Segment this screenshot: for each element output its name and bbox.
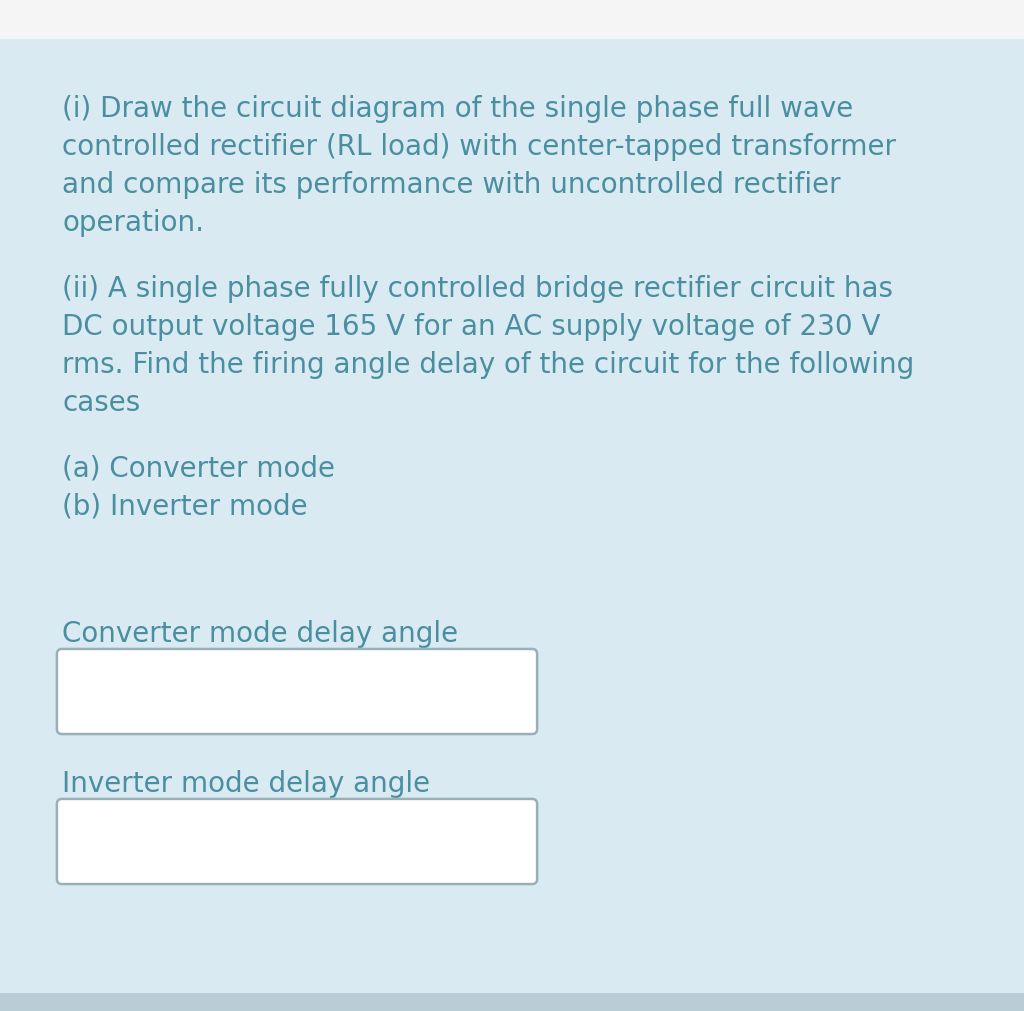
Text: (b) Inverter mode: (b) Inverter mode — [62, 492, 307, 521]
Text: (ii) A single phase fully controlled bridge rectifier circuit has: (ii) A single phase fully controlled bri… — [62, 275, 893, 302]
Text: controlled rectifier (RL load) with center-tapped transformer: controlled rectifier (RL load) with cent… — [62, 132, 896, 161]
Text: and compare its performance with uncontrolled rectifier: and compare its performance with uncontr… — [62, 171, 841, 199]
Text: cases: cases — [62, 388, 140, 417]
Text: DC output voltage 165 V for an AC supply voltage of 230 V: DC output voltage 165 V for an AC supply… — [62, 312, 881, 341]
Text: Converter mode delay angle: Converter mode delay angle — [62, 620, 458, 647]
Text: (i) Draw the circuit diagram of the single phase full wave: (i) Draw the circuit diagram of the sing… — [62, 95, 853, 123]
Text: rms. Find the firing angle delay of the circuit for the following: rms. Find the firing angle delay of the … — [62, 351, 914, 379]
Text: (a) Converter mode: (a) Converter mode — [62, 455, 335, 482]
Text: operation.: operation. — [62, 209, 204, 237]
Text: Inverter mode delay angle: Inverter mode delay angle — [62, 769, 430, 798]
